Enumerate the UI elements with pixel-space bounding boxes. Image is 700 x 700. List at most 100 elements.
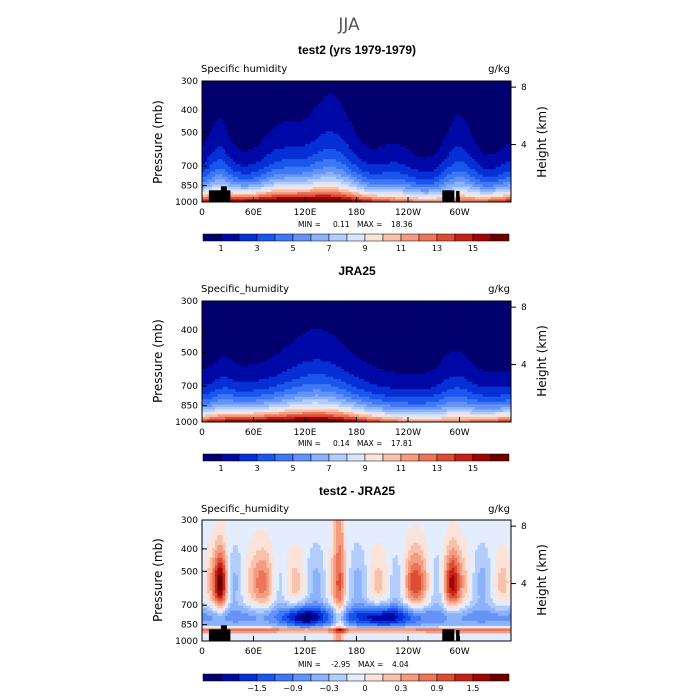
heatmap-cell <box>374 184 378 188</box>
heatmap-cell <box>413 181 417 185</box>
heatmap-cell <box>338 86 342 89</box>
heatmap-cell <box>328 169 332 173</box>
heatmap-cell <box>371 126 375 130</box>
heatmap-cell <box>361 81 365 84</box>
heatmap-cell <box>456 159 460 163</box>
heatmap-cell <box>371 144 375 147</box>
heatmap-cell <box>490 166 494 170</box>
heatmap-cell <box>361 133 365 137</box>
heatmap-cell <box>232 118 236 122</box>
heatmap-cell <box>361 121 365 125</box>
heatmap-cell <box>258 81 262 84</box>
heatmap-cell <box>348 164 352 168</box>
heatmap-cell <box>444 154 448 158</box>
heatmap-cell <box>482 146 486 150</box>
heatmap-cell <box>485 111 489 115</box>
heatmap-cell <box>395 91 399 94</box>
heatmap-cell <box>353 161 357 165</box>
heatmap-cell <box>343 81 347 84</box>
heatmap-cell <box>472 164 476 168</box>
heatmap-cell <box>240 111 244 115</box>
heatmap-cell <box>359 136 363 140</box>
heatmap-cell <box>305 133 308 137</box>
heatmap-cell <box>364 138 368 142</box>
heatmap-cell <box>235 159 239 163</box>
heatmap-cell <box>438 113 442 117</box>
heatmap-cell <box>384 151 388 155</box>
heatmap-cell <box>310 179 314 183</box>
heatmap-cell <box>353 176 357 180</box>
heatmap-cell <box>487 169 491 173</box>
heatmap-cell <box>297 98 301 102</box>
heatmap-cell <box>312 171 316 175</box>
heatmap-cell <box>323 181 326 185</box>
heatmap-cell <box>297 111 301 115</box>
heatmap-cell <box>379 88 383 92</box>
heatmap-cell <box>330 121 334 125</box>
heatmap-cell <box>469 118 473 122</box>
heatmap-cell <box>305 179 308 183</box>
heatmap-cell <box>286 166 290 170</box>
heatmap-cell <box>302 161 306 165</box>
heatmap-cell <box>454 131 458 135</box>
heatmap-cell <box>212 93 216 97</box>
heatmap-cell <box>217 184 221 188</box>
heatmap-cell <box>299 164 303 168</box>
heatmap-cell <box>250 81 254 84</box>
heatmap-cell <box>235 103 239 107</box>
heatmap-cell <box>438 136 442 140</box>
heatmap-cell <box>230 138 234 142</box>
heatmap-cell <box>279 111 283 115</box>
heatmap-cell <box>433 98 437 102</box>
heatmap-cell <box>400 86 404 89</box>
heatmap-cell <box>482 156 486 160</box>
heatmap-cell <box>315 83 319 87</box>
heatmap-cell <box>307 101 311 105</box>
heatmap-cell <box>232 93 236 97</box>
heatmap-cell <box>258 133 262 137</box>
heatmap-cell <box>482 121 486 125</box>
heatmap-cell <box>253 164 257 168</box>
heatmap-cell <box>508 93 512 97</box>
heatmap-cell <box>490 138 494 142</box>
heatmap-cell <box>266 138 270 142</box>
heatmap-cell <box>387 169 391 173</box>
heatmap-cell <box>343 116 347 120</box>
heatmap-cell <box>392 108 396 112</box>
heatmap-cell <box>294 123 298 127</box>
heatmap-cell <box>323 159 326 163</box>
heatmap-cell <box>266 156 270 160</box>
heatmap-cell <box>325 88 329 92</box>
heatmap-cell <box>400 136 404 140</box>
heatmap-cell <box>220 171 224 175</box>
heatmap-cell <box>268 128 272 132</box>
heatmap-cell <box>261 159 265 163</box>
heatmap-cell <box>230 174 234 178</box>
heatmap-cell <box>431 174 435 178</box>
heatmap-cell <box>276 166 280 170</box>
heatmap-cell <box>428 113 432 117</box>
heatmap-cell <box>245 88 249 92</box>
heatmap-cell <box>387 141 391 145</box>
heatmap-cell <box>281 96 285 100</box>
heatmap-cell <box>384 86 388 89</box>
heatmap-cell <box>454 96 458 100</box>
heatmap-cell <box>263 96 267 100</box>
heatmap-cell <box>232 116 236 120</box>
heatmap-cell <box>426 108 429 112</box>
heatmap-cell <box>230 166 234 170</box>
heatmap-cell <box>446 103 450 107</box>
heatmap-cell <box>209 154 213 158</box>
heatmap-cell <box>250 174 254 178</box>
heatmap-cell <box>325 91 329 94</box>
heatmap-cell <box>441 161 445 165</box>
heatmap-cell <box>405 111 409 115</box>
heatmap-cell <box>353 164 357 168</box>
heatmap-cell <box>482 113 486 117</box>
heatmap-cell <box>335 169 339 173</box>
heatmap-cell <box>487 81 491 84</box>
heatmap-cell <box>230 146 234 150</box>
heatmap-cell <box>361 108 365 112</box>
heatmap-cell <box>271 86 275 89</box>
heatmap-cell <box>379 141 383 145</box>
